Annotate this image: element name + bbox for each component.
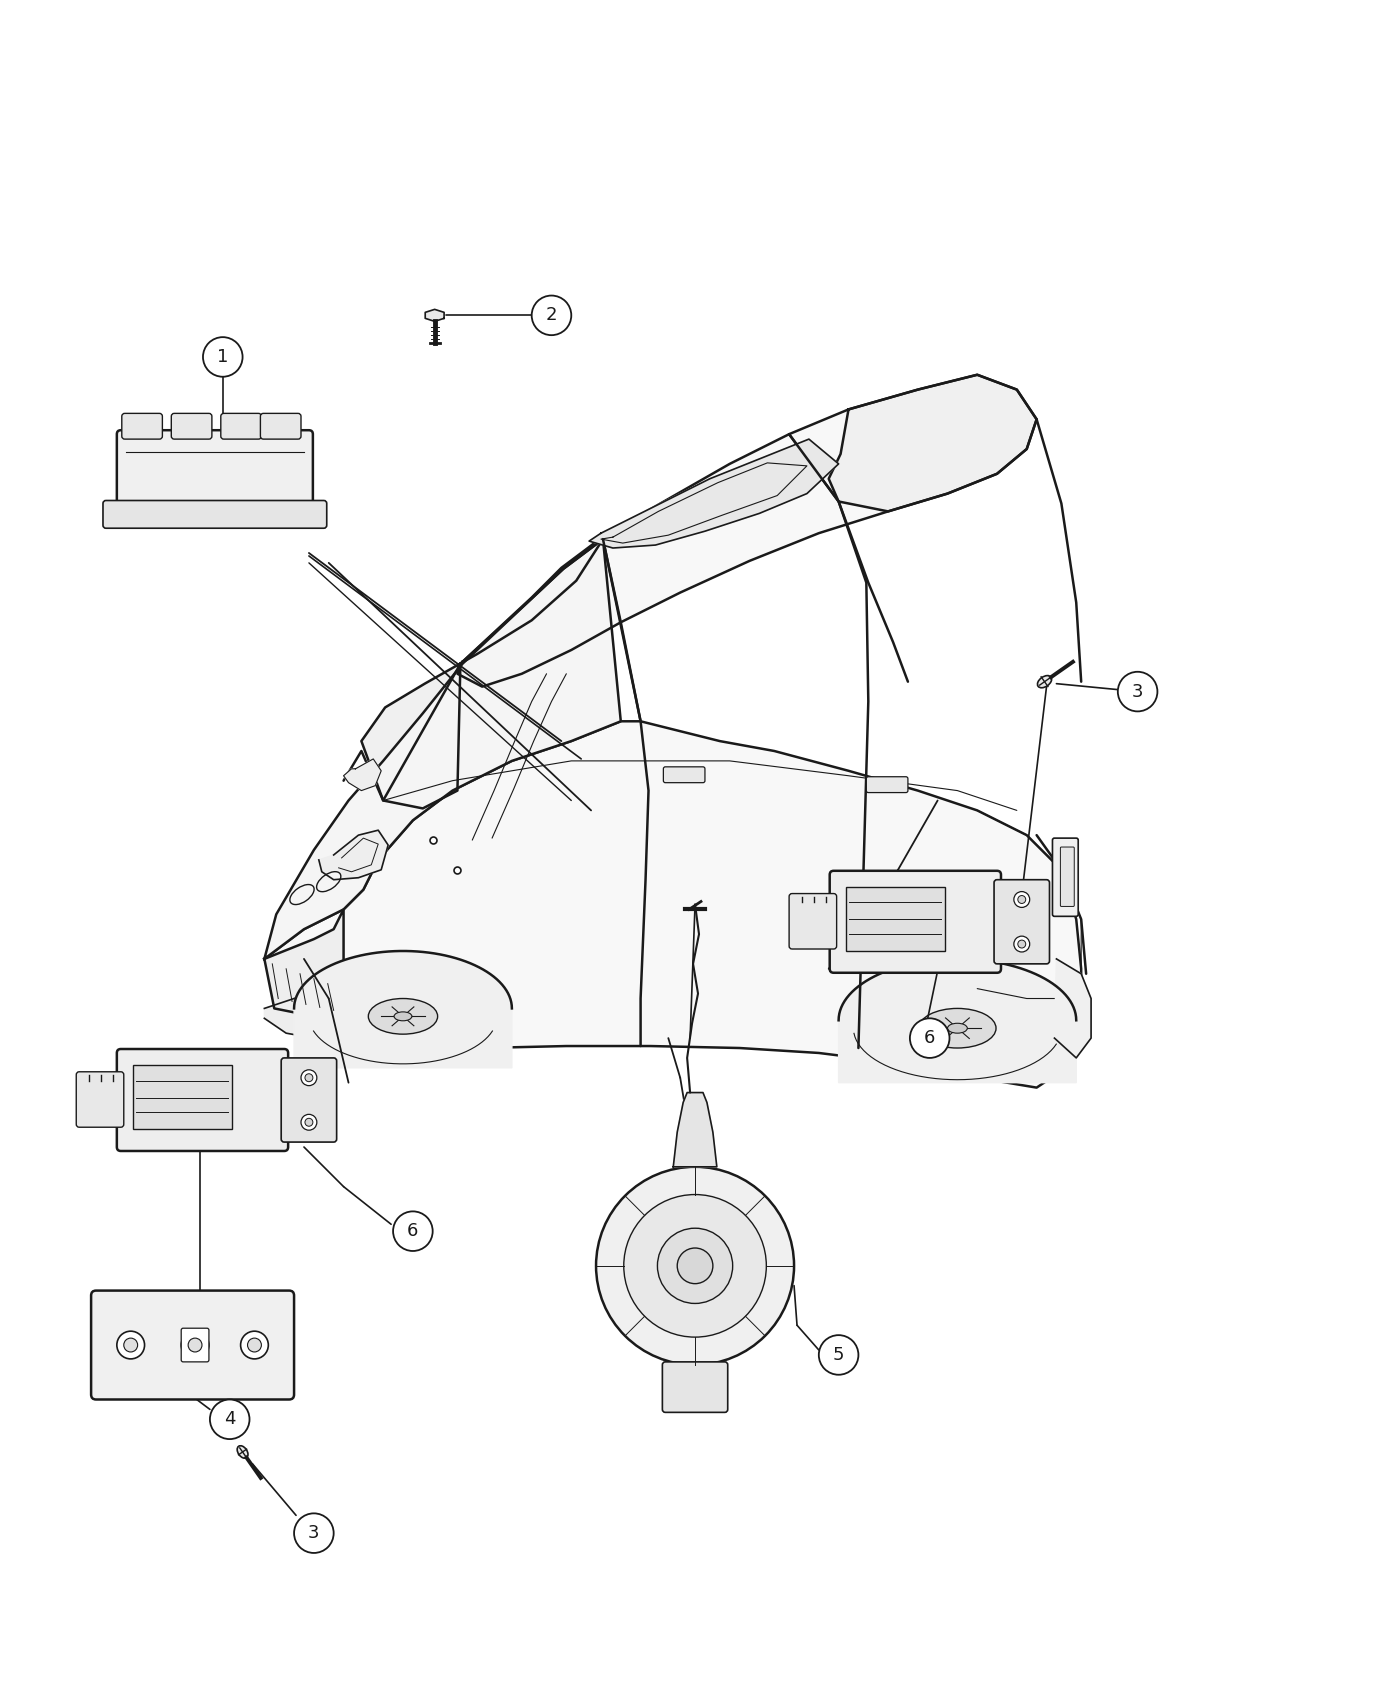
Text: 3: 3	[308, 1525, 319, 1542]
Circle shape	[596, 1166, 794, 1365]
Circle shape	[1014, 891, 1029, 908]
FancyBboxPatch shape	[221, 413, 262, 439]
Ellipse shape	[290, 884, 314, 904]
Circle shape	[116, 1331, 144, 1358]
FancyBboxPatch shape	[260, 413, 301, 439]
Circle shape	[123, 1338, 137, 1352]
Circle shape	[1018, 896, 1026, 903]
FancyBboxPatch shape	[1053, 838, 1078, 916]
Text: 6: 6	[924, 1028, 935, 1047]
FancyBboxPatch shape	[662, 1362, 728, 1413]
Text: 5: 5	[833, 1346, 844, 1363]
Ellipse shape	[1037, 675, 1051, 688]
Polygon shape	[589, 439, 839, 547]
Text: 3: 3	[1131, 683, 1144, 700]
Polygon shape	[265, 721, 1081, 1088]
Circle shape	[210, 1399, 249, 1440]
Circle shape	[532, 296, 571, 335]
FancyBboxPatch shape	[181, 1328, 209, 1362]
Circle shape	[624, 1195, 766, 1338]
FancyBboxPatch shape	[281, 1057, 336, 1142]
Circle shape	[1014, 937, 1029, 952]
FancyBboxPatch shape	[1060, 847, 1074, 906]
Circle shape	[658, 1227, 732, 1304]
Polygon shape	[458, 374, 1036, 687]
Polygon shape	[265, 989, 342, 1039]
FancyBboxPatch shape	[104, 500, 326, 529]
Polygon shape	[673, 1093, 717, 1166]
Polygon shape	[829, 374, 1036, 512]
Ellipse shape	[948, 1023, 967, 1034]
FancyBboxPatch shape	[76, 1071, 123, 1127]
Circle shape	[301, 1115, 316, 1130]
Polygon shape	[319, 830, 388, 879]
Circle shape	[248, 1338, 262, 1352]
Circle shape	[678, 1248, 713, 1284]
FancyBboxPatch shape	[994, 879, 1050, 964]
Text: 1: 1	[217, 348, 228, 366]
Circle shape	[819, 1334, 858, 1375]
Text: 6: 6	[407, 1222, 419, 1241]
Circle shape	[1117, 672, 1158, 711]
FancyBboxPatch shape	[116, 430, 312, 512]
FancyBboxPatch shape	[867, 777, 909, 792]
Polygon shape	[343, 758, 381, 791]
Bar	[846, 887, 945, 950]
Polygon shape	[361, 539, 603, 809]
Ellipse shape	[918, 1008, 995, 1047]
FancyBboxPatch shape	[664, 767, 706, 782]
Polygon shape	[265, 539, 620, 959]
Circle shape	[1018, 940, 1026, 949]
Circle shape	[910, 1018, 949, 1057]
Circle shape	[305, 1074, 312, 1081]
FancyBboxPatch shape	[790, 894, 837, 949]
Bar	[133, 1064, 231, 1129]
Circle shape	[203, 337, 242, 377]
Circle shape	[241, 1331, 269, 1358]
FancyBboxPatch shape	[122, 413, 162, 439]
FancyBboxPatch shape	[830, 870, 1001, 972]
FancyBboxPatch shape	[116, 1049, 288, 1151]
Ellipse shape	[316, 872, 340, 892]
Polygon shape	[839, 959, 1077, 1083]
Ellipse shape	[368, 998, 438, 1034]
Polygon shape	[1054, 959, 1091, 1057]
Circle shape	[393, 1212, 433, 1251]
Circle shape	[188, 1338, 202, 1352]
Circle shape	[181, 1331, 209, 1358]
FancyBboxPatch shape	[91, 1290, 294, 1399]
Circle shape	[305, 1119, 312, 1125]
Text: 4: 4	[224, 1411, 235, 1428]
Ellipse shape	[899, 998, 1016, 1057]
Polygon shape	[426, 309, 444, 321]
Text: 2: 2	[546, 306, 557, 325]
Circle shape	[294, 1513, 333, 1554]
Polygon shape	[294, 950, 512, 1068]
FancyBboxPatch shape	[171, 413, 211, 439]
Circle shape	[301, 1069, 316, 1086]
Ellipse shape	[350, 989, 456, 1044]
Ellipse shape	[237, 1445, 248, 1459]
Polygon shape	[265, 910, 343, 1013]
Ellipse shape	[393, 1012, 412, 1020]
